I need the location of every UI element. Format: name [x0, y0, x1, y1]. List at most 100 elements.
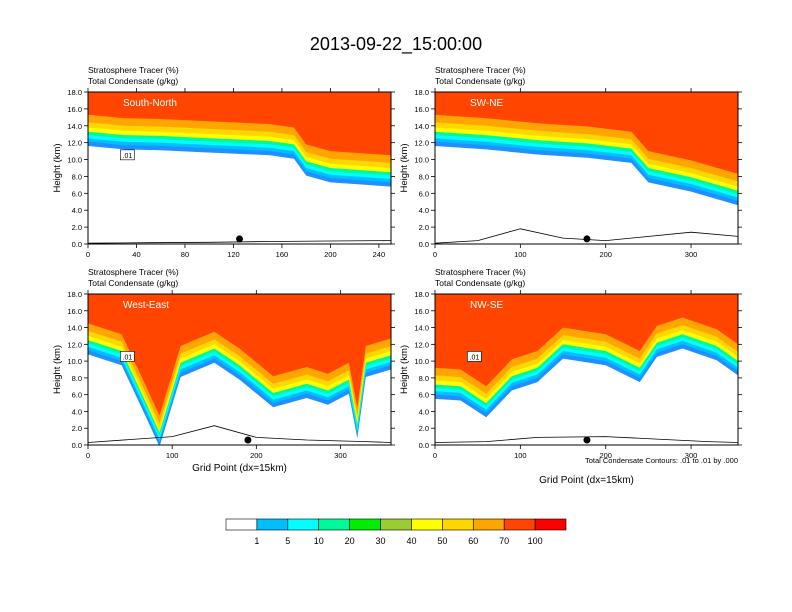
- y-tick-label: 12.0: [414, 139, 429, 148]
- y-tick-label: 16.0: [67, 105, 82, 114]
- colorbar-label: 10: [314, 536, 324, 546]
- colorbar-swatch: [256, 518, 289, 531]
- y-tick-label: 18.0: [67, 88, 82, 97]
- x-tick-label: 0: [433, 451, 437, 460]
- y-tick-label: 0.0: [72, 441, 82, 450]
- y-tick-label: 10.0: [414, 156, 429, 165]
- y-tick-label: 6.0: [419, 189, 429, 198]
- colorbar-label: 30: [376, 536, 386, 546]
- y-tick-label: 6.0: [72, 189, 82, 198]
- chart-panel-1: .01 0.0 2.0 4.0 6.0 8.0 10.0 12.0 14.0 16.0 18.0 0 4…: [52, 65, 395, 259]
- y-tick-label: 10.0: [67, 156, 82, 165]
- colorbar-label: 70: [499, 536, 509, 546]
- colorbar-swatch: [287, 518, 320, 531]
- tracer-band-0: [88, 92, 391, 156]
- y-tick-label: 4.0: [72, 407, 82, 416]
- panel-name: West-East: [123, 300, 169, 311]
- panel-subtitle: Total Condensate (g/kg): [435, 278, 525, 288]
- y-tick-label: 4.0: [72, 206, 82, 215]
- y-axis-label: Height (km): [399, 345, 410, 394]
- plot-frame: [434, 293, 739, 446]
- y-tick-label: 14.0: [414, 122, 429, 131]
- panel-subtitle: Total Condensate (g/kg): [88, 278, 178, 288]
- terrain-line: [435, 228, 738, 244]
- colorbar-swatch: [225, 518, 258, 531]
- panel-name: South-North: [123, 98, 177, 109]
- chart-panel-3: .01 0.0 2.0 4.0 6.0 8.0 10.0 12.0 14.0 16.0 18.0 0 1…: [52, 267, 395, 474]
- y-tick-label: 12.0: [414, 340, 429, 349]
- x-tick-label: 300: [685, 250, 698, 259]
- terrain-line: [435, 436, 738, 443]
- chart-panel-4: .01 0.0 2.0 4.0 6.0 8.0 10.0 12.0 14.0 16.0 18.0 0 1…: [399, 267, 742, 486]
- colorbar-swatch: [503, 518, 536, 531]
- y-tick-label: 8.0: [419, 374, 429, 383]
- tracer-band-0: [88, 294, 391, 416]
- x-axis-label: Grid Point (dx=15km): [539, 475, 634, 486]
- y-tick-label: 0.0: [419, 240, 429, 249]
- x-tick-label: 200: [599, 250, 612, 259]
- location-marker: [244, 436, 252, 444]
- y-tick-label: 0.0: [72, 240, 82, 249]
- x-axis-label: Grid Point (dx=15km): [192, 463, 287, 474]
- y-tick-label: 18.0: [67, 290, 82, 299]
- panel-subtitle: Stratosphere Tracer (%): [88, 267, 179, 277]
- colorbar-label: 40: [406, 536, 416, 546]
- y-tick-label: 2.0: [72, 424, 82, 433]
- y-axis-label: Height (km): [52, 345, 63, 394]
- y-tick-label: 14.0: [67, 122, 82, 131]
- y-tick-label: 10.0: [67, 357, 82, 366]
- contour-note: Total Condensate Contours: .01 to .01 by…: [585, 456, 738, 465]
- y-tick-label: 12.0: [67, 139, 82, 148]
- x-tick-label: 120: [227, 250, 240, 259]
- y-tick-label: 4.0: [419, 407, 429, 416]
- x-tick-label: 300: [685, 451, 698, 460]
- panel-name: SW-NE: [470, 98, 503, 109]
- y-tick-label: 8.0: [72, 172, 82, 181]
- y-tick-label: 8.0: [72, 374, 82, 383]
- x-tick-label: 200: [599, 451, 612, 460]
- y-tick-label: 16.0: [414, 105, 429, 114]
- tracer-field: [435, 92, 738, 206]
- colorbar-swatch: [472, 518, 505, 531]
- contour-label-box: [120, 149, 135, 161]
- panel-subtitle: Stratosphere Tracer (%): [88, 65, 179, 75]
- colorbar-label: 20: [345, 536, 355, 546]
- x-tick-label: 80: [181, 250, 189, 259]
- colorbar-swatch: [380, 518, 412, 531]
- x-tick-label: 40: [132, 250, 140, 259]
- y-tick-label: 18.0: [414, 88, 429, 97]
- y-tick-label: 2.0: [72, 223, 82, 232]
- panel-subtitle: Stratosphere Tracer (%): [435, 267, 526, 277]
- y-axis-label: Height (km): [52, 143, 63, 192]
- contour-label: .01: [123, 153, 133, 160]
- colorbar-swatch: [534, 518, 567, 531]
- location-marker: [583, 436, 591, 444]
- x-tick-label: 300: [334, 451, 347, 460]
- plot-frame: [434, 91, 739, 245]
- y-tick-label: 6.0: [72, 391, 82, 400]
- colorbar-label: 60: [468, 536, 478, 546]
- x-tick-label: 200: [324, 250, 337, 259]
- x-tick-label: 160: [276, 250, 289, 259]
- colorbar-label: 5: [285, 536, 290, 546]
- colorbar-swatch: [349, 518, 381, 531]
- panel-name: NW-SE: [470, 300, 503, 311]
- tracer-field: [435, 294, 738, 418]
- y-tick-label: 16.0: [414, 307, 429, 316]
- location-marker: [583, 235, 591, 243]
- y-axis-label: Height (km): [399, 143, 410, 192]
- contour-label-box: [120, 351, 135, 362]
- colorbar-label: 100: [528, 536, 543, 546]
- figure-title: 2013-09-22_15:00:00: [310, 34, 482, 55]
- contour-label: .01: [123, 354, 133, 361]
- contour-label: .01: [470, 354, 480, 361]
- y-tick-label: 14.0: [414, 324, 429, 333]
- panel-subtitle: Total Condensate (g/kg): [435, 76, 525, 86]
- y-tick-label: 12.0: [67, 340, 82, 349]
- plot-frame: [87, 91, 392, 245]
- plot-frame: [87, 293, 392, 446]
- chart-panel-2: 0.0 2.0 4.0 6.0 8.0 10.0 12.0 14.0 16.0 18.0 0 100 2…: [399, 65, 742, 259]
- tracer-field: [88, 294, 391, 445]
- x-tick-label: 100: [514, 250, 527, 259]
